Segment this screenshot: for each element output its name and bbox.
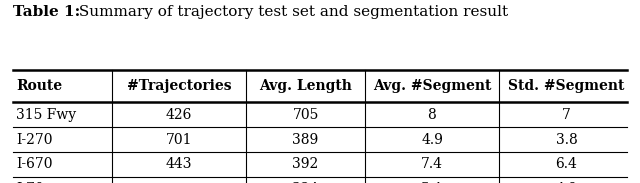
Text: Avg. #Segment: Avg. #Segment <box>373 79 491 93</box>
Text: I-70: I-70 <box>16 182 44 183</box>
Text: 7: 7 <box>562 108 571 122</box>
Text: 4.9: 4.9 <box>556 182 577 183</box>
Text: 443: 443 <box>166 157 193 171</box>
Text: 426: 426 <box>166 108 193 122</box>
Text: 7.4: 7.4 <box>421 157 443 171</box>
Text: 701: 701 <box>166 132 193 147</box>
Text: 8: 8 <box>428 108 436 122</box>
Text: #Trajectories: #Trajectories <box>127 79 232 93</box>
Text: 392: 392 <box>292 157 319 171</box>
Text: 4.9: 4.9 <box>421 132 443 147</box>
Text: 324: 324 <box>292 182 319 183</box>
Text: Table 1:: Table 1: <box>13 5 80 20</box>
Text: Summary of trajectory test set and segmentation result: Summary of trajectory test set and segme… <box>74 5 508 20</box>
Text: 5.4: 5.4 <box>421 182 443 183</box>
Text: I-270: I-270 <box>16 132 52 147</box>
Text: Std. #Segment: Std. #Segment <box>508 79 625 93</box>
Text: 6.4: 6.4 <box>556 157 577 171</box>
Text: 389: 389 <box>292 132 319 147</box>
Text: Route: Route <box>16 79 62 93</box>
Text: I-670: I-670 <box>16 157 52 171</box>
Text: Avg. Length: Avg. Length <box>259 79 352 93</box>
Text: 705: 705 <box>292 108 319 122</box>
Text: 315 Fwy: 315 Fwy <box>16 108 76 122</box>
Text: 3.8: 3.8 <box>556 132 577 147</box>
Text: 1,572: 1,572 <box>159 182 199 183</box>
